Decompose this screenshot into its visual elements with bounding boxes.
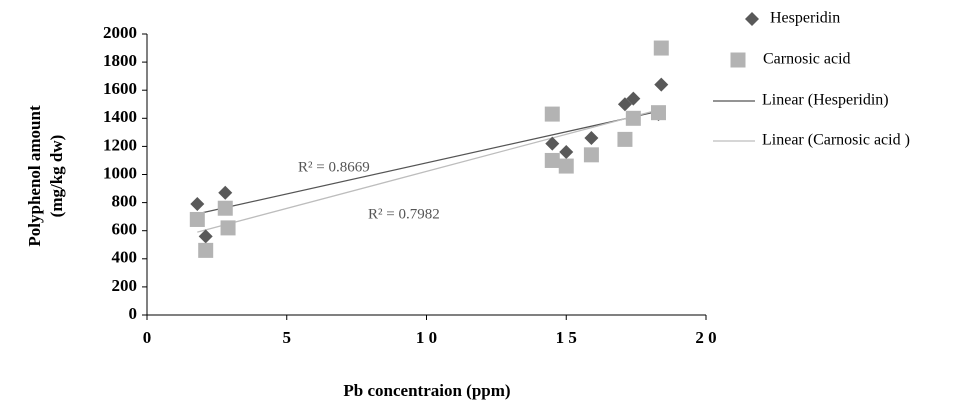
diamond-marker: [745, 12, 759, 26]
y-tick-label: 600: [112, 220, 138, 239]
y-tick-label: 1800: [103, 51, 137, 70]
diamond-marker: [626, 91, 641, 106]
square-marker: [558, 158, 574, 174]
r-squared-label: R² = 0.8669: [298, 159, 370, 175]
x-tick-label: 5: [283, 328, 292, 347]
y-axis-title: Polyphenol amount: [25, 105, 44, 247]
diamond-marker: [617, 97, 632, 112]
diamond-marker: [545, 136, 560, 151]
diamond-marker: [654, 77, 669, 92]
y-tick-label: 1400: [103, 107, 137, 126]
legend-label: Linear (Hesperidin): [762, 92, 889, 109]
y-tick-label: 1200: [103, 135, 137, 154]
diamond-marker: [190, 197, 205, 212]
legend-label: Hesperidin: [770, 10, 840, 27]
x-tick-label: 1 0: [416, 328, 437, 347]
y-tick-label: 2000: [103, 23, 137, 42]
legend-label: Linear (Carnosic acid ): [762, 132, 910, 149]
square-marker: [625, 110, 641, 126]
trendline: [197, 109, 659, 233]
square-marker: [198, 242, 214, 258]
square-marker: [583, 147, 599, 163]
x-axis-title: Pb concentraion (ppm): [343, 381, 510, 400]
y-tick-label: 200: [112, 276, 138, 295]
x-tick-label: 2 0: [695, 328, 716, 347]
y-tick-label: 1600: [103, 79, 137, 98]
y-tick-label: 800: [112, 192, 138, 211]
trendline: [197, 110, 659, 215]
diamond-marker: [559, 145, 574, 160]
square-marker: [217, 200, 233, 216]
y-axis-title: (mg/kg dw): [47, 135, 66, 218]
square-marker: [189, 211, 205, 227]
diamond-marker: [218, 185, 233, 200]
y-tick-label: 0: [129, 304, 138, 323]
square-marker: [730, 52, 746, 68]
square-marker: [220, 220, 236, 236]
square-marker: [653, 40, 669, 56]
y-tick-label: 1000: [103, 163, 137, 182]
y-tick-label: 400: [112, 248, 138, 267]
diamond-marker: [584, 130, 599, 145]
x-tick-label: 1 5: [556, 328, 577, 347]
square-marker: [617, 131, 633, 147]
square-marker: [650, 105, 666, 121]
legend-label: Carnosic acid: [763, 51, 851, 68]
square-marker: [544, 152, 560, 168]
diamond-marker: [198, 229, 213, 244]
r-squared-label: R² = 0.7982: [368, 206, 440, 222]
x-tick-label: 0: [143, 328, 152, 347]
square-marker: [544, 106, 560, 122]
